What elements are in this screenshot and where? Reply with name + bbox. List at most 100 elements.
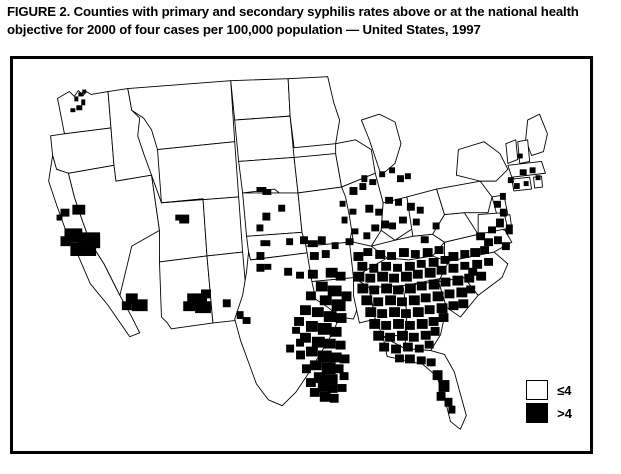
county-marker-above-threshold — [424, 305, 435, 315]
county-marker-above-threshold — [183, 301, 196, 312]
county-marker-above-threshold — [393, 285, 403, 295]
legend-item-high[interactable]: >4 — [526, 403, 572, 423]
county-marker-above-threshold — [448, 263, 459, 273]
county-marker-above-threshold — [379, 342, 390, 352]
county-marker-above-threshold — [72, 204, 86, 215]
county-marker-above-threshold — [313, 372, 327, 384]
county-marker-above-threshold — [301, 364, 311, 374]
legend-item-low[interactable]: ≤4 — [526, 380, 572, 400]
us-county-choropleth-map[interactable] — [13, 59, 590, 451]
county-marker-above-threshold — [426, 358, 436, 367]
county-marker-above-threshold — [278, 204, 286, 212]
county-marker-above-threshold — [460, 250, 470, 258]
county-marker-above-threshold — [60, 236, 71, 247]
county-marker-above-threshold — [309, 387, 320, 397]
county-marker-above-threshold — [296, 271, 304, 279]
county-marker-above-threshold — [284, 267, 293, 276]
county-marker-above-threshold — [412, 218, 420, 226]
county-marker-above-threshold — [294, 317, 304, 326]
county-marker-above-threshold — [260, 240, 271, 247]
county-marker-above-threshold — [420, 293, 431, 303]
county-marker-above-threshold — [335, 340, 346, 350]
county-marker-above-threshold — [371, 224, 380, 232]
county-marker-above-threshold — [86, 236, 101, 249]
state-outline — [360, 113, 402, 176]
county-marker-above-threshold — [438, 380, 450, 392]
county-marker-above-threshold — [262, 189, 272, 195]
county-marker-above-threshold — [408, 295, 420, 306]
county-marker-above-threshold — [74, 96, 79, 102]
county-marker-above-threshold — [436, 265, 447, 275]
county-marker-above-threshold — [349, 187, 358, 195]
county-marker-above-threshold — [331, 299, 346, 312]
county-marker-above-threshold — [501, 242, 510, 251]
state-outline — [455, 141, 509, 182]
county-marker-above-threshold — [323, 311, 337, 322]
county-marker-above-threshold — [337, 384, 347, 392]
county-marker-above-threshold — [305, 291, 316, 301]
county-marker-above-threshold — [307, 269, 318, 279]
county-marker-above-threshold — [296, 350, 305, 360]
county-marker-above-threshold — [333, 364, 344, 374]
county-marker-above-threshold — [424, 340, 434, 349]
county-marker-above-threshold — [309, 252, 319, 260]
county-marker-above-threshold — [292, 326, 301, 334]
county-marker-above-threshold — [329, 393, 339, 403]
state-outline — [230, 78, 291, 121]
county-marker-above-threshold — [385, 295, 397, 306]
county-marker-above-threshold — [379, 171, 386, 178]
county-marker-above-threshold — [341, 216, 348, 224]
page-title: FIGURE 2. Counties with primary and seco… — [7, 4, 583, 37]
county-marker-above-threshold — [256, 224, 264, 232]
county-marker-above-threshold — [236, 311, 244, 320]
county-marker-above-threshold — [262, 212, 271, 221]
county-marker-above-threshold — [420, 236, 429, 244]
county-marker-above-threshold — [381, 261, 392, 271]
county-marker-above-threshold — [56, 214, 63, 221]
legend-label-low: ≤4 — [557, 382, 572, 398]
state-outline — [50, 127, 115, 174]
county-marker-above-threshold — [499, 208, 507, 217]
county-marker-above-threshold — [389, 167, 396, 174]
county-marker-above-threshold — [377, 309, 388, 319]
county-marker-above-threshold — [300, 332, 311, 343]
county-marker-above-threshold — [420, 330, 431, 340]
legend-label-high: >4 — [557, 405, 572, 421]
county-marker-above-threshold — [351, 228, 359, 235]
state-outline — [157, 141, 240, 204]
county-marker-above-threshold — [448, 252, 459, 261]
county-marker-above-threshold — [432, 370, 443, 381]
county-marker-above-threshold — [507, 177, 514, 184]
county-marker-above-threshold — [175, 214, 190, 221]
map-frame: ≤4 >4 — [10, 56, 593, 454]
county-marker-above-threshold — [456, 287, 468, 298]
county-marker-above-threshold — [385, 196, 394, 204]
county-marker-above-threshold — [195, 301, 211, 314]
county-marker-above-threshold — [201, 289, 211, 299]
county-marker-above-threshold — [317, 350, 332, 363]
county-marker-above-threshold — [369, 179, 377, 186]
county-marker-above-threshold — [397, 175, 404, 183]
county-marker-above-threshold — [460, 261, 470, 270]
county-marker-above-threshold — [331, 242, 339, 250]
county-marker-above-threshold — [412, 269, 423, 279]
county-marker-above-threshold — [365, 204, 374, 213]
county-marker-above-threshold — [179, 218, 190, 224]
county-marker-above-threshold — [317, 236, 326, 245]
county-marker-above-threshold — [529, 167, 536, 174]
county-marker-above-threshold — [484, 238, 494, 247]
county-marker-above-threshold — [315, 281, 328, 292]
county-marker-above-threshold — [436, 303, 448, 314]
state-outline — [432, 212, 479, 243]
county-marker-above-threshold — [373, 330, 385, 341]
county-marker-above-threshold — [335, 313, 347, 323]
legend-swatch-black-square — [526, 403, 549, 423]
state-outline — [234, 115, 295, 162]
county-marker-above-threshold — [393, 319, 404, 329]
county-marker-above-threshold — [438, 313, 449, 322]
county-marker-above-threshold — [369, 285, 380, 295]
county-marker-above-threshold — [369, 263, 379, 273]
county-marker-above-threshold — [397, 330, 408, 341]
county-marker-above-threshold — [535, 175, 541, 181]
county-marker-above-threshold — [339, 372, 349, 381]
